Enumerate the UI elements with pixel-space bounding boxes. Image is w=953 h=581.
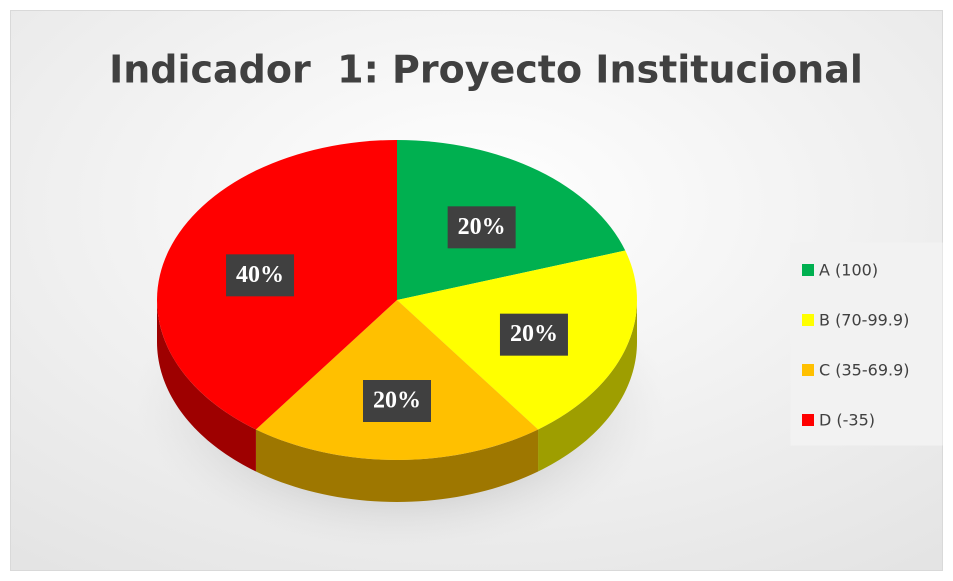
data-label-box: [447, 206, 516, 249]
data-label: 20%: [373, 388, 421, 414]
legend-swatch: [802, 364, 814, 376]
data-label: 40%: [236, 262, 284, 288]
data-label-box: [499, 313, 568, 356]
legend-swatch: [802, 264, 814, 276]
data-label-box: [226, 254, 295, 297]
legend-swatch: [802, 314, 814, 326]
legend-label: C (35-69.9): [819, 361, 910, 380]
slice-side: [538, 300, 637, 472]
data-label-box: [363, 380, 431, 422]
legend-label: B (70-99.9): [819, 311, 909, 330]
legend-label: D (-35): [819, 411, 875, 430]
data-label: 20%: [510, 321, 558, 347]
legend-box: [790, 242, 943, 446]
legend-swatch: [802, 414, 814, 426]
slice-side: [157, 300, 256, 472]
data-label: 20%: [458, 214, 506, 240]
legend-label: A (100): [819, 261, 878, 280]
slice-side: [255, 429, 539, 502]
chart-title: Indicador 1: Proyecto Institucional: [109, 48, 863, 92]
